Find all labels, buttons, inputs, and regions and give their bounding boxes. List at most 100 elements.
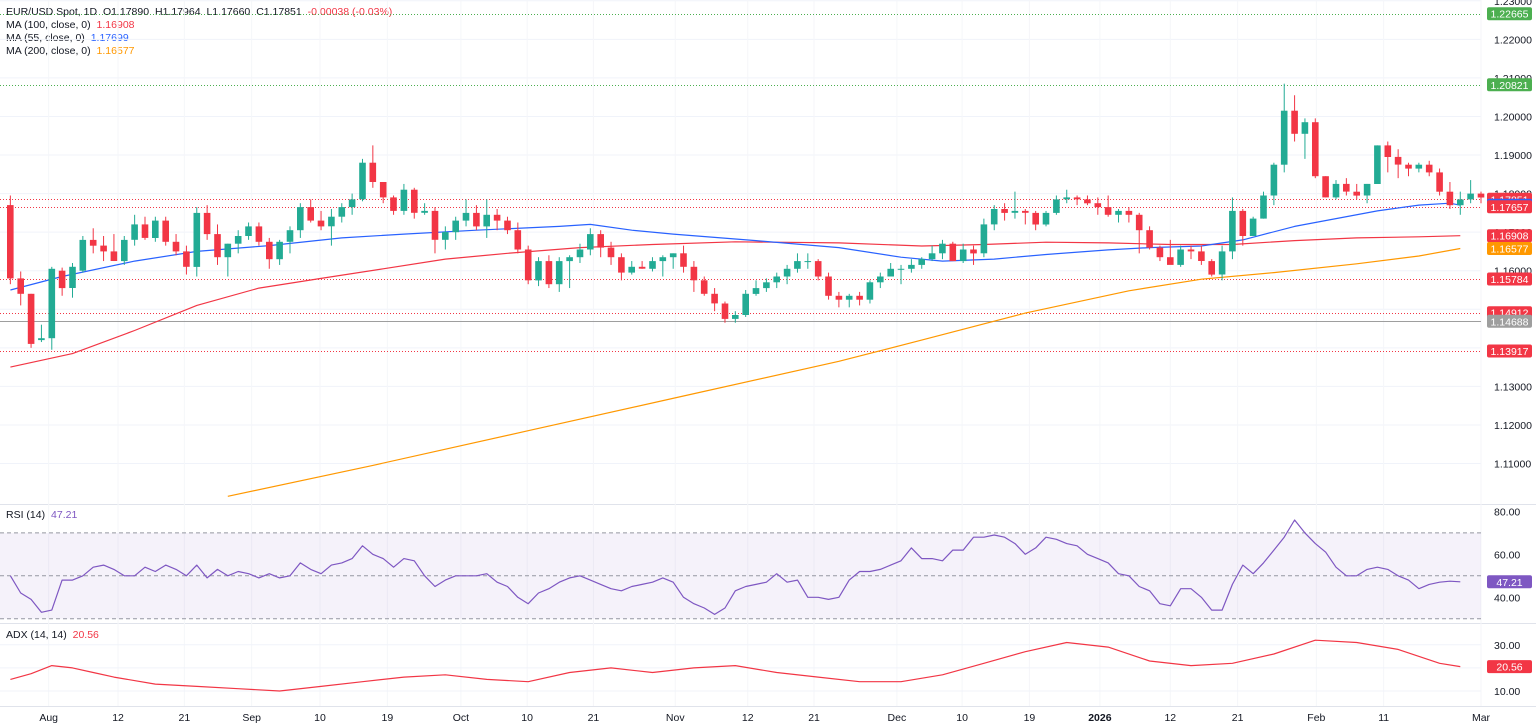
candle [690,261,698,292]
candle-body [1084,199,1091,204]
candle [162,216,169,246]
y-tick-label: 1.19000 [1494,150,1532,162]
candle [1073,195,1081,206]
candle-body [1457,199,1464,206]
candle-body [1374,145,1381,184]
candle [69,262,76,298]
candle [1394,149,1402,179]
candle [1218,245,1226,281]
candle [1436,168,1443,196]
candle-body [411,189,418,213]
candle-body [141,224,149,238]
price-tag-bg [1487,78,1532,92]
candle [121,235,128,265]
ma55-line [10,202,1461,291]
candle [680,245,687,273]
price-tag-bg [1487,200,1532,214]
candle [286,226,294,254]
price-tag-label: 1.16577 [1491,244,1529,256]
candle-body [390,197,397,211]
candle-body [1229,210,1236,252]
price-tag-label: 1.14688 [1491,316,1529,328]
candle [483,199,490,238]
candle [649,257,656,272]
candle [1229,197,1236,260]
x-tick-label: 10 [956,712,968,724]
ma200-line [227,247,1461,497]
candle-body [897,268,905,270]
candle [856,291,863,306]
ma200-value: 1.16577 [96,45,135,57]
x-tick-label: 21 [588,712,600,724]
candle-body [203,212,211,235]
candle [804,253,812,269]
candle [545,255,553,289]
price-tag-bg [1487,272,1532,286]
candle-body [379,182,387,198]
candle [328,209,335,246]
price-tag: 1.15784 [1487,272,1532,286]
candle [442,226,449,250]
candle-body [1301,122,1309,134]
candle [1312,118,1319,179]
rsi-value-tag-bg [1487,575,1532,589]
adx-value-tag-bg [1487,660,1532,674]
price-tag-label: 1.22665 [1491,9,1529,21]
candle-body [1125,210,1133,215]
candle [918,257,925,269]
candle-body [959,249,967,262]
candle [1374,145,1381,184]
candle-body [690,266,698,281]
adx-y-tick-label: 10.00 [1494,686,1520,698]
adx-value: 20.56 [72,629,99,641]
price-tags: 1.226651.208211.178511.176991.176571.169… [1487,7,1532,674]
candle [58,267,66,296]
candle [939,239,946,260]
instrument-name: EUR/USD Spot, 1D [6,6,98,18]
candle [1384,141,1392,173]
candle-body [918,259,925,265]
candle-body [48,268,56,339]
candle-body [1146,230,1153,248]
ma55-legend: MA (55, close, 0) 1.17699 [6,32,132,45]
candle-body [1177,249,1184,265]
candle-body [1260,195,1267,219]
candle [514,222,522,254]
candle-body [338,207,346,217]
candle [587,228,594,256]
candle [794,253,801,273]
candle-body [452,220,459,233]
candle [1239,209,1247,246]
candle [908,259,915,273]
candle-body [794,261,801,269]
price-tag-bg [1487,344,1532,358]
candles [7,83,1485,350]
x-tick-label: 12 [742,712,754,724]
adx-label: ADX (14, 14) [6,629,67,641]
candle [1457,191,1464,215]
candle [1187,245,1195,260]
candle [970,245,977,265]
candle [1446,182,1454,210]
candle-body [297,207,304,231]
candle-body [1094,203,1102,208]
candle-body [348,199,356,208]
price-tag-label: 1.16908 [1491,231,1529,243]
candle-body [587,234,594,250]
candle [783,264,791,285]
candle [1249,216,1257,236]
candle-body [89,239,97,246]
x-tick-label: Mar [1472,712,1491,724]
candle [669,253,677,269]
candle [1467,180,1474,204]
candle-body [245,226,252,236]
candle [1353,183,1360,200]
ma55-label: MA (55, close, 0) [6,32,85,44]
candle [555,257,563,292]
candle-body [773,276,780,283]
candle [1322,176,1329,198]
candle [1405,162,1412,177]
candle [1363,183,1371,204]
candle-body [1249,218,1257,236]
